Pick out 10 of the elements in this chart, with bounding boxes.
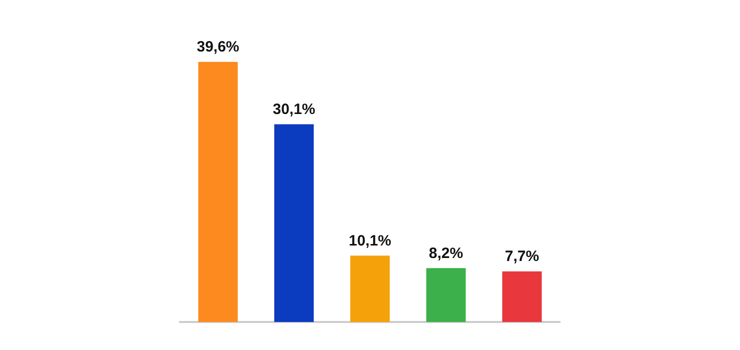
- bar: [198, 62, 238, 322]
- data-label: 30,1%: [272, 100, 316, 118]
- data-label: 8,2%: [428, 244, 464, 262]
- bar: [274, 124, 314, 322]
- data-label: 10,1%: [348, 232, 392, 250]
- bar: [502, 271, 542, 322]
- bar: [426, 268, 466, 322]
- data-label: 39,6%: [196, 38, 240, 56]
- bar: [350, 256, 390, 322]
- data-label: 7,7%: [504, 248, 540, 266]
